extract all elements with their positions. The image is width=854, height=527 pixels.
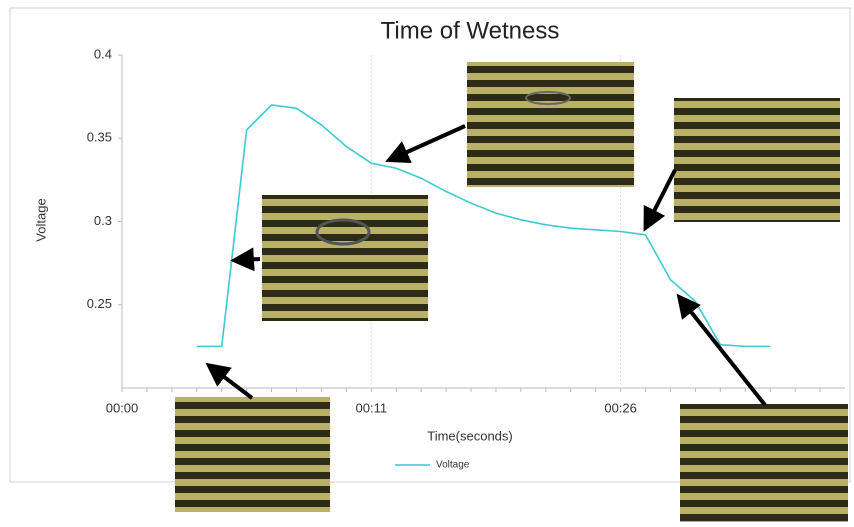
micrograph [467, 62, 634, 187]
x-tick-label: 00:11 [356, 400, 388, 415]
y-axis-label: Voltage [33, 198, 48, 241]
arrow [242, 259, 260, 260]
micrograph [674, 98, 840, 222]
legend-label: Voltage [436, 460, 470, 471]
x-tick-label: 00:00 [106, 400, 139, 415]
page: {"chart_data": {"type": "line", "title":… [0, 0, 854, 527]
x-tick-label: 00:26 [604, 400, 637, 415]
y-tick-label: 0.25 [87, 296, 112, 311]
y-tick-label: 0.3 [94, 213, 112, 228]
chart-title: Time of Wetness [381, 17, 560, 44]
chart: Time of Wetness Voltage Time(seconds) 0.… [0, 0, 854, 527]
micrograph [680, 404, 848, 522]
y-tick-label: 0.35 [87, 130, 112, 145]
micrograph [262, 195, 428, 321]
micrograph [175, 397, 330, 512]
y-tick-label: 0.4 [94, 46, 112, 61]
x-axis-label: Time(seconds) [427, 428, 512, 443]
